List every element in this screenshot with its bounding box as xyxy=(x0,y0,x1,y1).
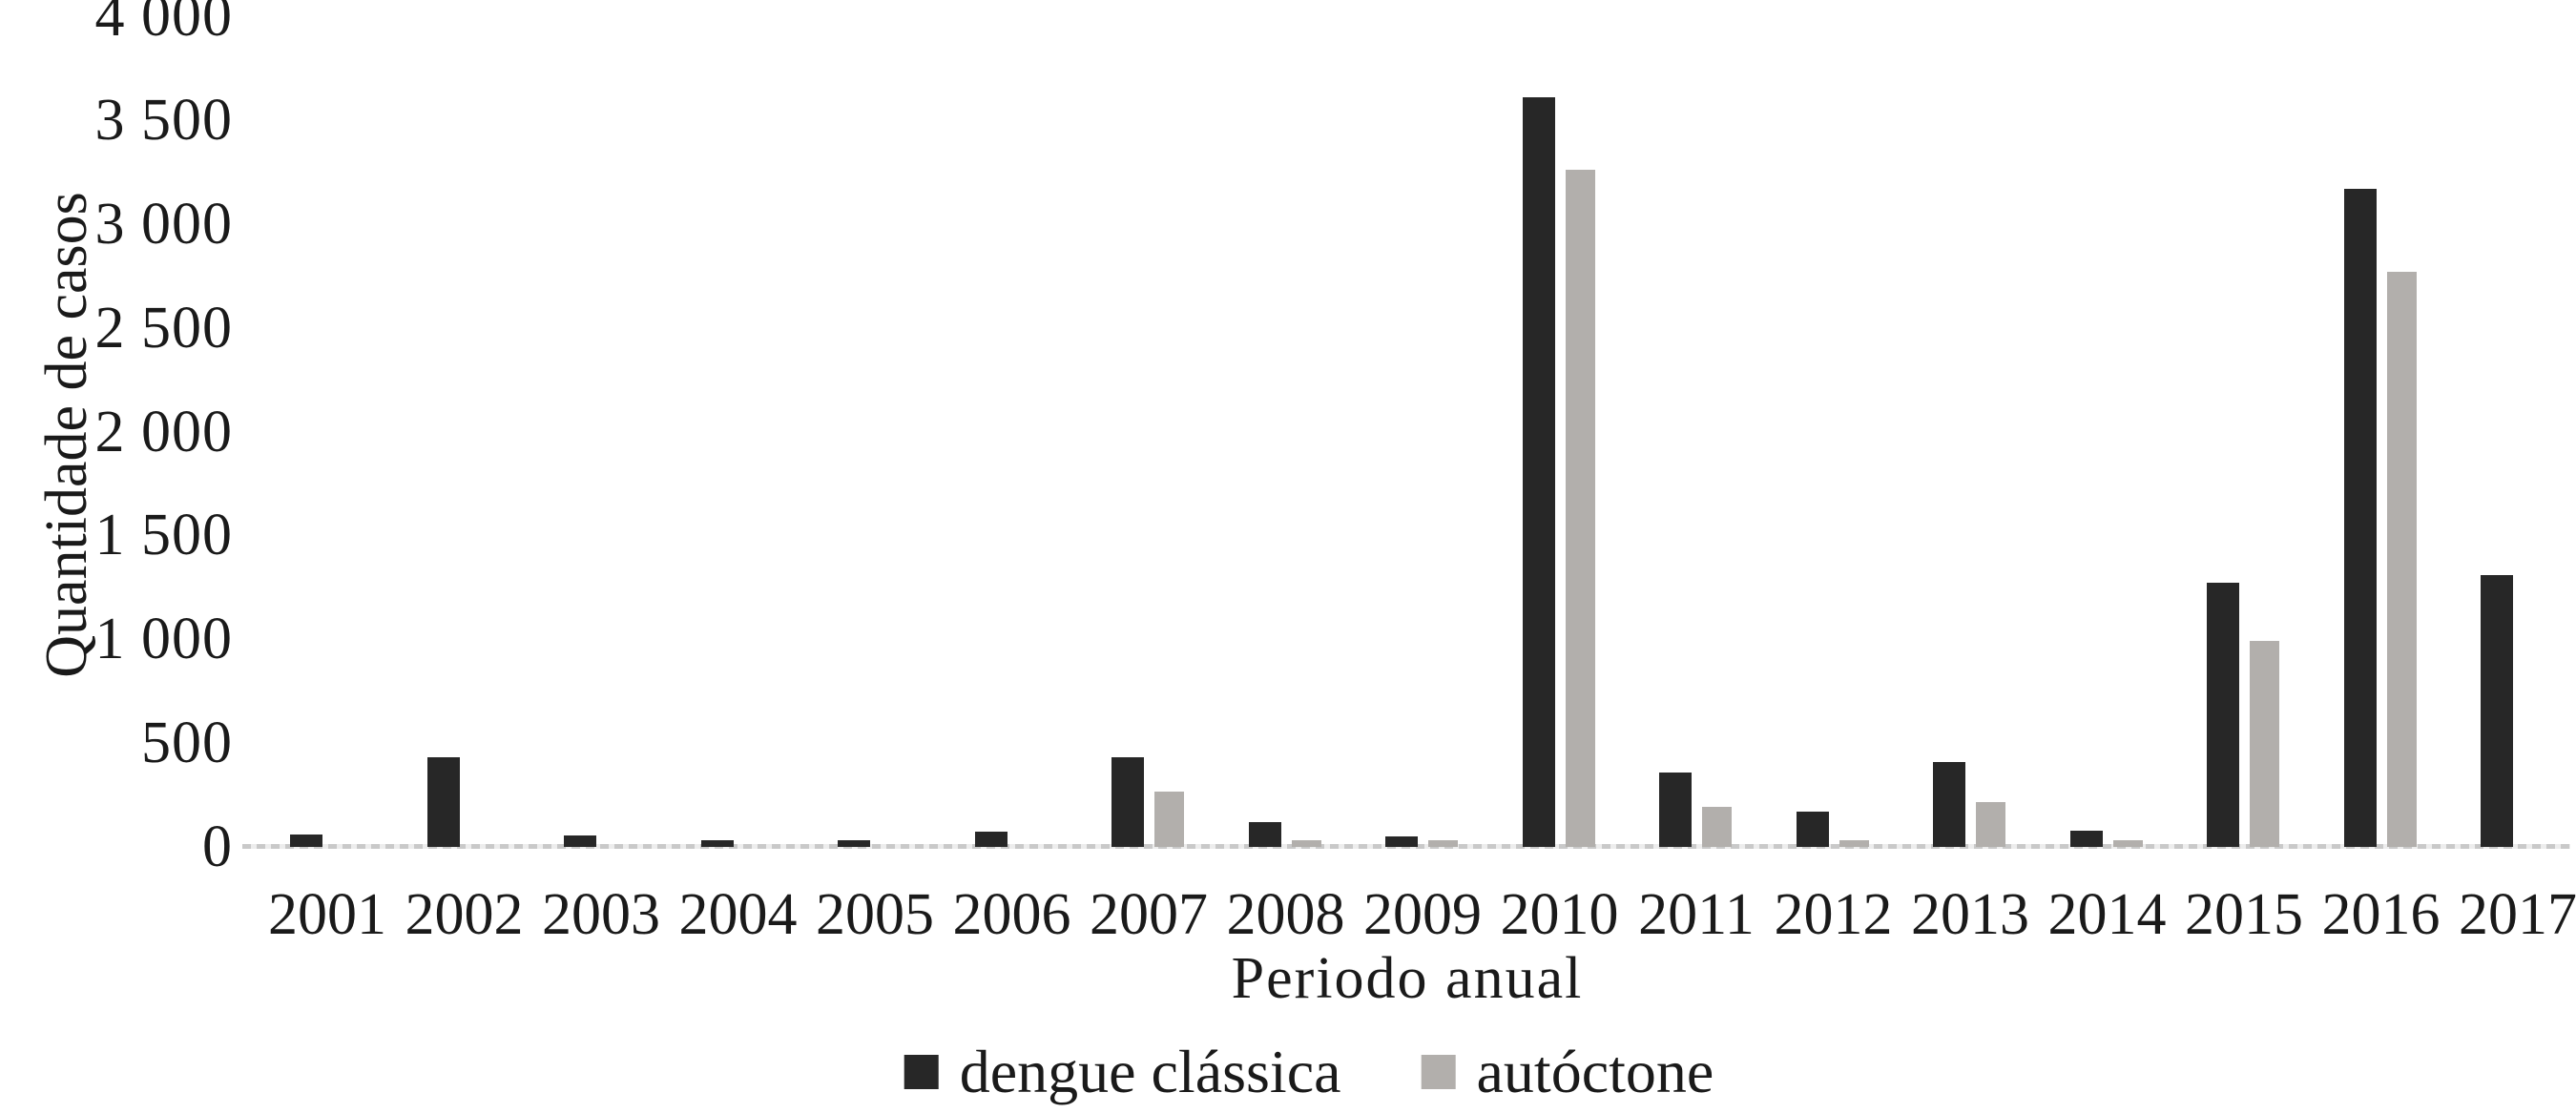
x-tick-label-2014: 2014 xyxy=(2047,882,2167,947)
bar-dengue-classica-2004 xyxy=(700,840,734,847)
x-tick-label-2015: 2015 xyxy=(2185,882,2303,947)
bar-dengue-classica-2009 xyxy=(1385,836,1418,847)
legend: dengue clássica autóctone xyxy=(904,1041,1714,1103)
x-tick-label-2017: 2017 xyxy=(2459,882,2576,947)
bar-autoctone-2010 xyxy=(1565,170,1595,847)
x-tick-label-2007: 2007 xyxy=(1090,882,1208,947)
x-tick-label-2004: 2004 xyxy=(678,882,798,947)
bar-autoctone-2016 xyxy=(2386,272,2417,847)
legend-label-dengue-classica: dengue clássica xyxy=(959,1038,1341,1105)
y-tick-label-1000: 1 000 xyxy=(94,607,233,672)
bar-dengue-classica-2012 xyxy=(1796,812,1829,847)
x-tick-label-2011: 2011 xyxy=(1638,882,1755,947)
x-tick-label-2005: 2005 xyxy=(816,882,934,947)
bar-dengue-classica-2007 xyxy=(1111,757,1144,847)
bar-dengue-classica-2001 xyxy=(290,835,322,847)
bar-autoctone-2008 xyxy=(1291,840,1321,847)
bar-dengue-classica-2010 xyxy=(1522,97,1555,847)
legend-item-dengue-classica: dengue clássica xyxy=(904,1041,1341,1103)
bar-dengue-classica-2013 xyxy=(1933,762,1965,847)
bar-dengue-classica-2005 xyxy=(838,840,870,847)
y-tick-label-3500: 3 500 xyxy=(94,87,233,153)
bar-autoctone-2015 xyxy=(2250,641,2279,847)
y-tick-label-1500: 1 500 xyxy=(94,503,233,568)
x-tick-label-2016: 2016 xyxy=(2321,882,2441,947)
y-tick-label-2500: 2 500 xyxy=(94,295,233,361)
y-tick-label-500: 500 xyxy=(141,711,233,776)
legend-label-autoctone: autóctone xyxy=(1476,1038,1714,1105)
x-tick-label-2012: 2012 xyxy=(1774,882,1893,947)
legend-item-autoctone: autóctone xyxy=(1421,1038,1714,1105)
y-tick-label-4000: 4 000 xyxy=(94,0,233,49)
legend-swatch-dengue-classica xyxy=(904,1055,939,1089)
x-tick-label-2010: 2010 xyxy=(1500,882,1619,947)
x-tick-label-2001: 2001 xyxy=(268,882,386,947)
x-axis-title: Periodo anual xyxy=(1231,946,1584,1011)
legend-swatch-autoctone xyxy=(1421,1055,1456,1089)
x-tick-label-2009: 2009 xyxy=(1363,882,1482,947)
y-tick-label-2000: 2 000 xyxy=(94,399,233,464)
x-tick-label-2006: 2006 xyxy=(952,882,1071,947)
bar-autoctone-2014 xyxy=(2112,840,2143,847)
bar-autoctone-2007 xyxy=(1154,792,1184,847)
bar-dengue-classica-2014 xyxy=(2069,831,2103,847)
bar-dengue-classica-2016 xyxy=(2343,189,2377,847)
bar-dengue-classica-2011 xyxy=(1659,773,1692,847)
bar-dengue-classica-2017 xyxy=(2481,575,2513,847)
x-tick-label-2002: 2002 xyxy=(405,882,524,947)
bar-dengue-classica-2006 xyxy=(974,832,1008,847)
y-tick-label-0: 0 xyxy=(202,814,233,879)
x-tick-label-2013: 2013 xyxy=(1911,882,2029,947)
y-tick-label-3000: 3 000 xyxy=(94,191,233,257)
bar-autoctone-2013 xyxy=(1976,802,2005,847)
bar-dengue-classica-2008 xyxy=(1248,822,1281,847)
bar-dengue-classica-2003 xyxy=(564,835,596,847)
bar-autoctone-2009 xyxy=(1428,840,1458,847)
bar-dengue-classica-2002 xyxy=(426,757,460,847)
bar-dengue-classica-2015 xyxy=(2207,583,2239,847)
x-tick-label-2008: 2008 xyxy=(1226,882,1345,947)
x-tick-label-2003: 2003 xyxy=(542,882,660,947)
bar-autoctone-2012 xyxy=(1839,840,1869,847)
bar-autoctone-2011 xyxy=(1702,807,1732,847)
